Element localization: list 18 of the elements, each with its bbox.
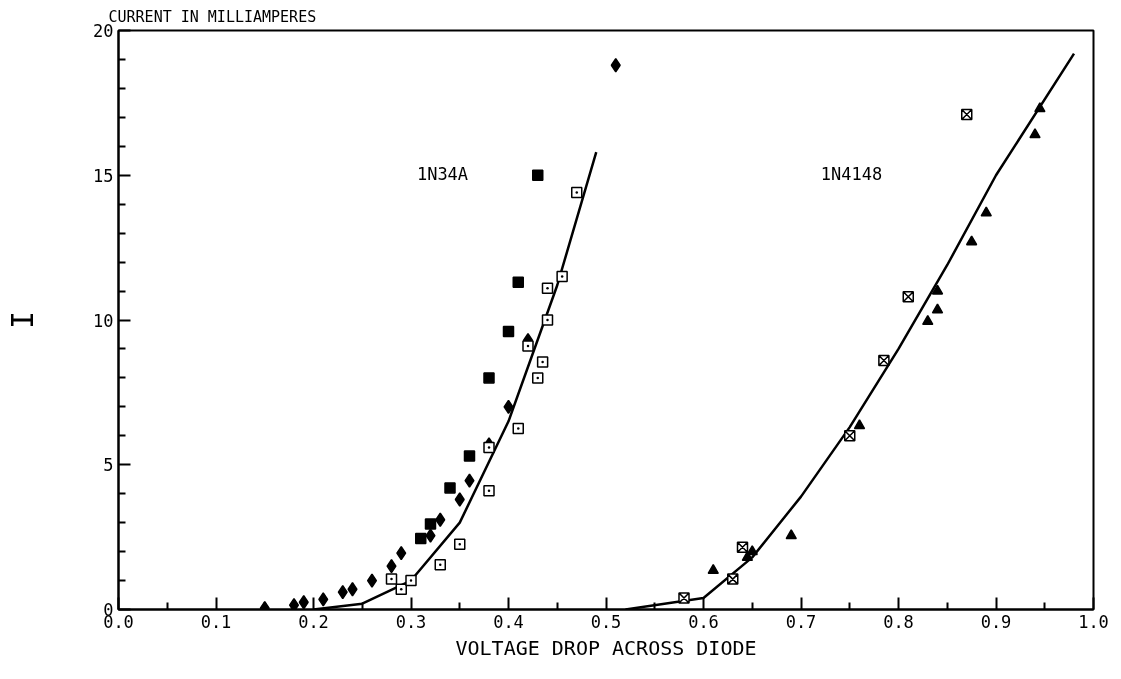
- x-tick-label: 0.7: [785, 611, 817, 632]
- x-tick-label: 0.4: [493, 611, 524, 632]
- x-tick-label: 0.3: [395, 611, 427, 632]
- x-tick-label: 0.8: [883, 611, 914, 632]
- x-tick-label: 0.9: [980, 611, 1012, 632]
- x-tick-label: 0.1: [200, 611, 232, 632]
- y-tick-label: 5: [103, 455, 114, 476]
- y-tick-label: 20: [93, 21, 114, 41]
- x-tick-label: 0.6: [688, 611, 719, 632]
- annotation: 1N34A: [416, 163, 469, 184]
- y-tick-label: 15: [93, 165, 114, 186]
- x-axis-title: VOLTAGE DROP ACROSS DIODE: [455, 635, 757, 660]
- x-tick-label: 1.0: [1078, 611, 1109, 632]
- x-tick-label: 0.2: [298, 611, 329, 632]
- y-tick-label: 10: [93, 310, 114, 331]
- annotation: 1N4148: [820, 163, 883, 184]
- y-axis-title: I: [5, 310, 41, 330]
- x-tick-label: 0.5: [590, 611, 622, 632]
